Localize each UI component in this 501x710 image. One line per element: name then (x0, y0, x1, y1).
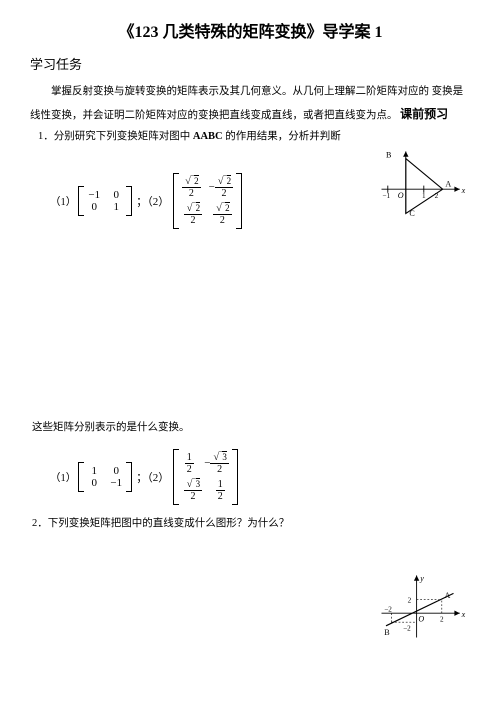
m2-b: −‾22 (209, 176, 234, 199)
body-text-part1: 掌握反射变换与旋转变换的矩阵表示及其几何意义。从几何上理解二阶矩阵对应的 变换是… (30, 86, 463, 121)
d2-2: 2 (440, 615, 444, 623)
m4-c: ‾32 (184, 479, 202, 502)
d2-B: B (384, 628, 389, 637)
section-learning-tasks: 学习任务 (30, 54, 471, 73)
problem-1-lead: 1．分别研究下列变换矩阵对图中 (38, 131, 193, 142)
m1-d: 1 (109, 201, 123, 213)
diagram-line: A B O x y 2 −2 2 −2 (377, 570, 467, 642)
m3-d: −1 (109, 477, 123, 489)
label-2-1: （1） (50, 470, 76, 485)
body-paragraph: 掌握反射变换与旋转变换的矩阵表示及其几何意义。从几何上理解二阶矩阵对应的 变换是… (30, 81, 471, 126)
m3-a: 1 (87, 465, 101, 477)
d2-neg2: −2 (384, 605, 392, 613)
m4-d: 12 (213, 479, 227, 502)
problem-1-tail: 的作用结果，分析并判断 (223, 131, 341, 142)
d2-x: x (461, 610, 466, 619)
d2-2y: 2 (408, 596, 412, 604)
matrix-3: 10 0−1 (78, 462, 132, 492)
problem-1: 1．分别研究下列变换矩阵对图中 AABC 的作用结果，分析并判断 (38, 128, 471, 143)
d2-y: y (419, 574, 424, 583)
d2-neg2y: −2 (403, 624, 411, 632)
label-1-2: ；（2） (136, 193, 169, 209)
matrix-2: ‾22 −‾22 ‾22 ‾22 (173, 173, 242, 229)
m4-a: 12 (182, 452, 196, 475)
m4-b: −‾32 (204, 452, 229, 475)
label-2-2: ；（2） (136, 469, 169, 485)
label-1: 1 (422, 192, 426, 200)
m3-c: 0 (87, 477, 101, 489)
problem-2: 2．下列变换矩阵把图中的直线变成什么图形？为什么？ (32, 515, 471, 530)
matrix-1: −10 01 (78, 186, 132, 216)
problem-1-bold: AABC (193, 131, 223, 142)
section-prestudy: 课前预习 (400, 107, 448, 121)
label-O: O (398, 191, 404, 200)
m2-d: ‾22 (213, 203, 231, 226)
m1-a: −1 (87, 189, 101, 201)
diagram-triangle: B A O C x 1 2 −1 (377, 146, 467, 218)
label-x: x (461, 186, 466, 195)
m1-c: 0 (87, 201, 101, 213)
m2-c: ‾22 (184, 203, 202, 226)
m2-a: ‾22 (182, 176, 200, 199)
mid-sentence: 这些矩阵分别表示的是什么变换。 (32, 419, 471, 434)
label-C: C (409, 209, 414, 218)
matrix-4: 12 −‾32 ‾32 12 (173, 449, 238, 505)
d2-O: O (418, 614, 424, 623)
m1-b: 0 (109, 189, 123, 201)
label-1-1: （1） (50, 194, 76, 209)
label-A: A (445, 180, 451, 189)
doc-title: 《123 几类特殊的矩阵变换》导学案 1 (30, 18, 471, 42)
matrix-row-2: （1） 10 0−1 ；（2） 12 −‾32 ‾32 12 (50, 449, 471, 505)
m3-b: 0 (109, 465, 123, 477)
label-2: 2 (435, 192, 439, 200)
label-neg1: −1 (382, 192, 390, 200)
label-B: B (386, 151, 391, 160)
d2-A: A (445, 591, 451, 600)
